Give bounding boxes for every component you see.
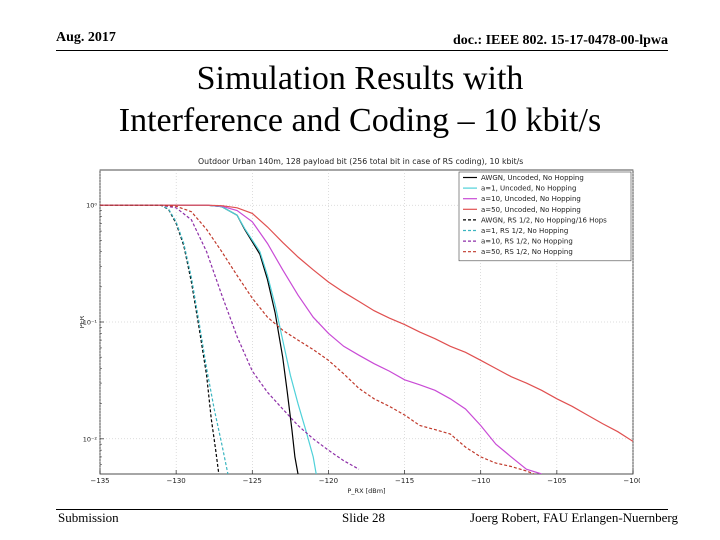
series-line-3 bbox=[100, 204, 542, 474]
series-line-8 bbox=[100, 204, 535, 474]
x-tick-label: −110 bbox=[471, 477, 490, 485]
y-axis-label: PER bbox=[80, 315, 86, 328]
series-line-4 bbox=[100, 204, 633, 442]
footer-rule bbox=[56, 509, 668, 510]
legend-label: a=10, RS 1/2, No Hopping bbox=[481, 238, 573, 246]
x-tick-label: −115 bbox=[395, 477, 414, 485]
legend-label: a=10, Uncoded, No Hopping bbox=[481, 195, 581, 203]
x-axis-label: P_RX [dBm] bbox=[347, 487, 385, 495]
slide-title-line-2: Interference and Coding – 10 kbit/s bbox=[118, 102, 602, 139]
legend-label: AWGN, Uncoded, No Hopping bbox=[481, 174, 584, 182]
y-tick-label: 10⁰ bbox=[86, 202, 97, 210]
y-tick-label: 10⁻² bbox=[83, 435, 98, 443]
header-date: Aug. 2017 bbox=[56, 30, 116, 45]
legend-label: a=50, Uncoded, No Hopping bbox=[481, 206, 581, 214]
footer-submission: Submission bbox=[58, 510, 119, 525]
legend-label: a=50, RS 1/2, No Hopping bbox=[481, 248, 573, 256]
slide-title: Simulation Results with Interference and… bbox=[0, 58, 720, 142]
header-doc-id: doc.: IEEE 802. 15-17-0478-00-lpwa bbox=[452, 33, 668, 48]
y-tick-label: 10⁻¹ bbox=[83, 319, 98, 327]
series-line-6 bbox=[100, 204, 229, 474]
x-tick-label: −100 bbox=[623, 477, 640, 485]
series-line-2 bbox=[100, 204, 317, 474]
x-tick-label: −130 bbox=[167, 477, 186, 485]
legend-box bbox=[458, 171, 632, 262]
x-tick-label: −120 bbox=[319, 477, 338, 485]
per-chart: Outdoor Urban 140m, 128 payload bit (256… bbox=[80, 157, 640, 495]
legend-label: AWGN, RS 1/2, No Hopping/16 Hops bbox=[481, 216, 607, 224]
footer-author: Joerg Robert, FAU Erlangen-Nuernberg bbox=[470, 510, 678, 525]
legend-label: a=1, RS 1/2, No Hopping bbox=[481, 227, 568, 235]
footer-slide-number: Slide 28 bbox=[342, 510, 385, 525]
header-rule bbox=[56, 50, 668, 51]
chart-title: Outdoor Urban 140m, 128 payload bit (256… bbox=[198, 157, 523, 166]
x-tick-label: −125 bbox=[243, 477, 262, 485]
x-tick-label: −135 bbox=[90, 477, 109, 485]
x-tick-label: −105 bbox=[547, 477, 566, 485]
slide-title-line-1: Simulation Results with bbox=[196, 60, 524, 97]
series-line-7 bbox=[100, 204, 360, 470]
legend-label: a=1, Uncoded, No Hopping bbox=[481, 185, 576, 193]
